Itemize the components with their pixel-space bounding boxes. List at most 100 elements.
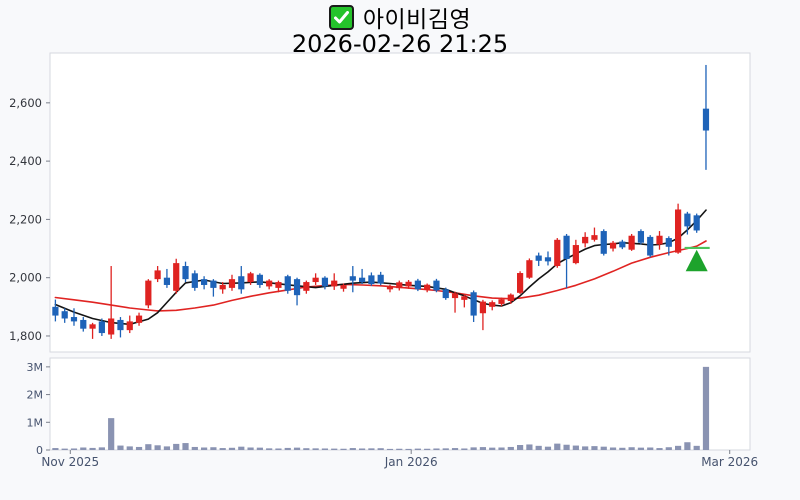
candle-body xyxy=(498,299,505,304)
candle-body xyxy=(98,321,105,334)
candle-body xyxy=(535,255,542,261)
volume-bar xyxy=(535,445,542,450)
volume-bar xyxy=(331,448,338,450)
volume-tick-label: 3M xyxy=(27,361,44,374)
volume-bar xyxy=(359,448,366,450)
candle-body xyxy=(340,285,347,289)
candle-body xyxy=(52,306,59,316)
volume-bar xyxy=(201,447,208,450)
volume-bar xyxy=(656,448,663,450)
price-axis: 1,800 2,000 2,200 2,400 2,600 xyxy=(9,96,50,343)
candle-body xyxy=(126,321,133,331)
date-tick-label: Mar 2026 xyxy=(701,455,758,469)
candle-body xyxy=(647,236,654,256)
volume-bar xyxy=(628,447,635,450)
volume-bar xyxy=(637,447,645,450)
candle-body xyxy=(154,270,161,280)
candle-body xyxy=(693,215,700,231)
volume-bar xyxy=(238,446,245,450)
candle-body xyxy=(284,276,291,291)
volume-bar xyxy=(191,446,198,450)
ma-fast-line xyxy=(54,209,707,326)
volume-bar xyxy=(433,448,440,450)
candle-body xyxy=(219,284,226,290)
volume-bar xyxy=(461,448,468,450)
volume-bar xyxy=(591,446,598,450)
candle-body xyxy=(684,213,691,227)
candle-body xyxy=(386,286,394,290)
volume-bar xyxy=(108,418,115,450)
volume-bar xyxy=(284,447,291,450)
stock-title: 아이비김영 xyxy=(362,7,472,33)
date-axis: Nov 2025 Jan 2026 Mar 2026 xyxy=(41,450,758,469)
date-tick-label: Jan 2026 xyxy=(384,455,438,469)
candle-body xyxy=(368,275,375,285)
volume-bar xyxy=(619,447,626,450)
candle-body xyxy=(266,280,273,287)
buy-signal-marker xyxy=(684,246,710,272)
volume-bar xyxy=(247,447,254,450)
candle-body xyxy=(591,235,598,240)
price-tick-label: 2,000 xyxy=(9,271,42,285)
candle-body xyxy=(628,235,635,250)
candle-body xyxy=(275,282,282,288)
volume-bar xyxy=(154,445,161,450)
volume-bar xyxy=(414,448,421,450)
volume-bar xyxy=(609,447,617,450)
candle-body xyxy=(554,239,561,267)
volume-bar xyxy=(498,447,505,450)
volume-bar xyxy=(600,446,607,450)
volume-bar xyxy=(80,447,87,450)
date-tick-label: Nov 2025 xyxy=(41,455,99,469)
candle-body xyxy=(619,241,626,248)
chart-header: 아이비김영 xyxy=(0,3,800,33)
volume-bar xyxy=(61,448,68,450)
candle-body xyxy=(331,280,338,287)
volume-bar xyxy=(377,448,384,450)
volume-bar xyxy=(145,444,152,450)
volume-bar xyxy=(163,446,171,450)
candle-body xyxy=(163,277,171,285)
volume-bar xyxy=(321,448,329,450)
volume-bar xyxy=(424,448,431,450)
volume-bar xyxy=(479,447,487,450)
candle-body xyxy=(461,296,468,300)
price-tick-label: 2,600 xyxy=(9,96,42,110)
candle-body xyxy=(609,242,617,249)
candle-body xyxy=(656,235,663,245)
volume-bar xyxy=(470,447,477,450)
volume-bar xyxy=(293,447,301,450)
volume-bar xyxy=(396,448,403,450)
price-plot-area xyxy=(49,52,751,353)
candle-body xyxy=(433,280,440,291)
volume-bar xyxy=(554,443,561,450)
volume-bar xyxy=(693,445,700,450)
volume-bar xyxy=(368,448,375,450)
volume-tick-label: 1M xyxy=(27,416,44,429)
buy-marker-triangle-icon xyxy=(685,249,708,272)
volume-tick-label: 2M xyxy=(27,389,44,402)
candle-body xyxy=(349,276,356,281)
candle-body xyxy=(600,231,607,254)
candle-body xyxy=(702,108,710,131)
candle-body xyxy=(665,238,672,247)
volume-bar xyxy=(70,448,78,450)
volume-plot-area xyxy=(49,357,751,451)
checkmark-icon xyxy=(333,10,349,23)
candle-body xyxy=(414,280,421,290)
volume-bar xyxy=(303,448,310,450)
candle-body xyxy=(201,279,208,285)
candle-body xyxy=(247,273,254,283)
candle-body xyxy=(563,235,570,260)
checkbox-checked-icon[interactable] xyxy=(328,4,354,30)
volume-bar xyxy=(256,447,263,450)
candle-body xyxy=(544,257,552,262)
volume-bar xyxy=(517,445,524,450)
candle-body xyxy=(674,209,682,253)
candle-body xyxy=(228,279,236,288)
volume-bar xyxy=(135,446,143,450)
volume-bar xyxy=(405,448,412,450)
candle-body xyxy=(405,281,412,287)
